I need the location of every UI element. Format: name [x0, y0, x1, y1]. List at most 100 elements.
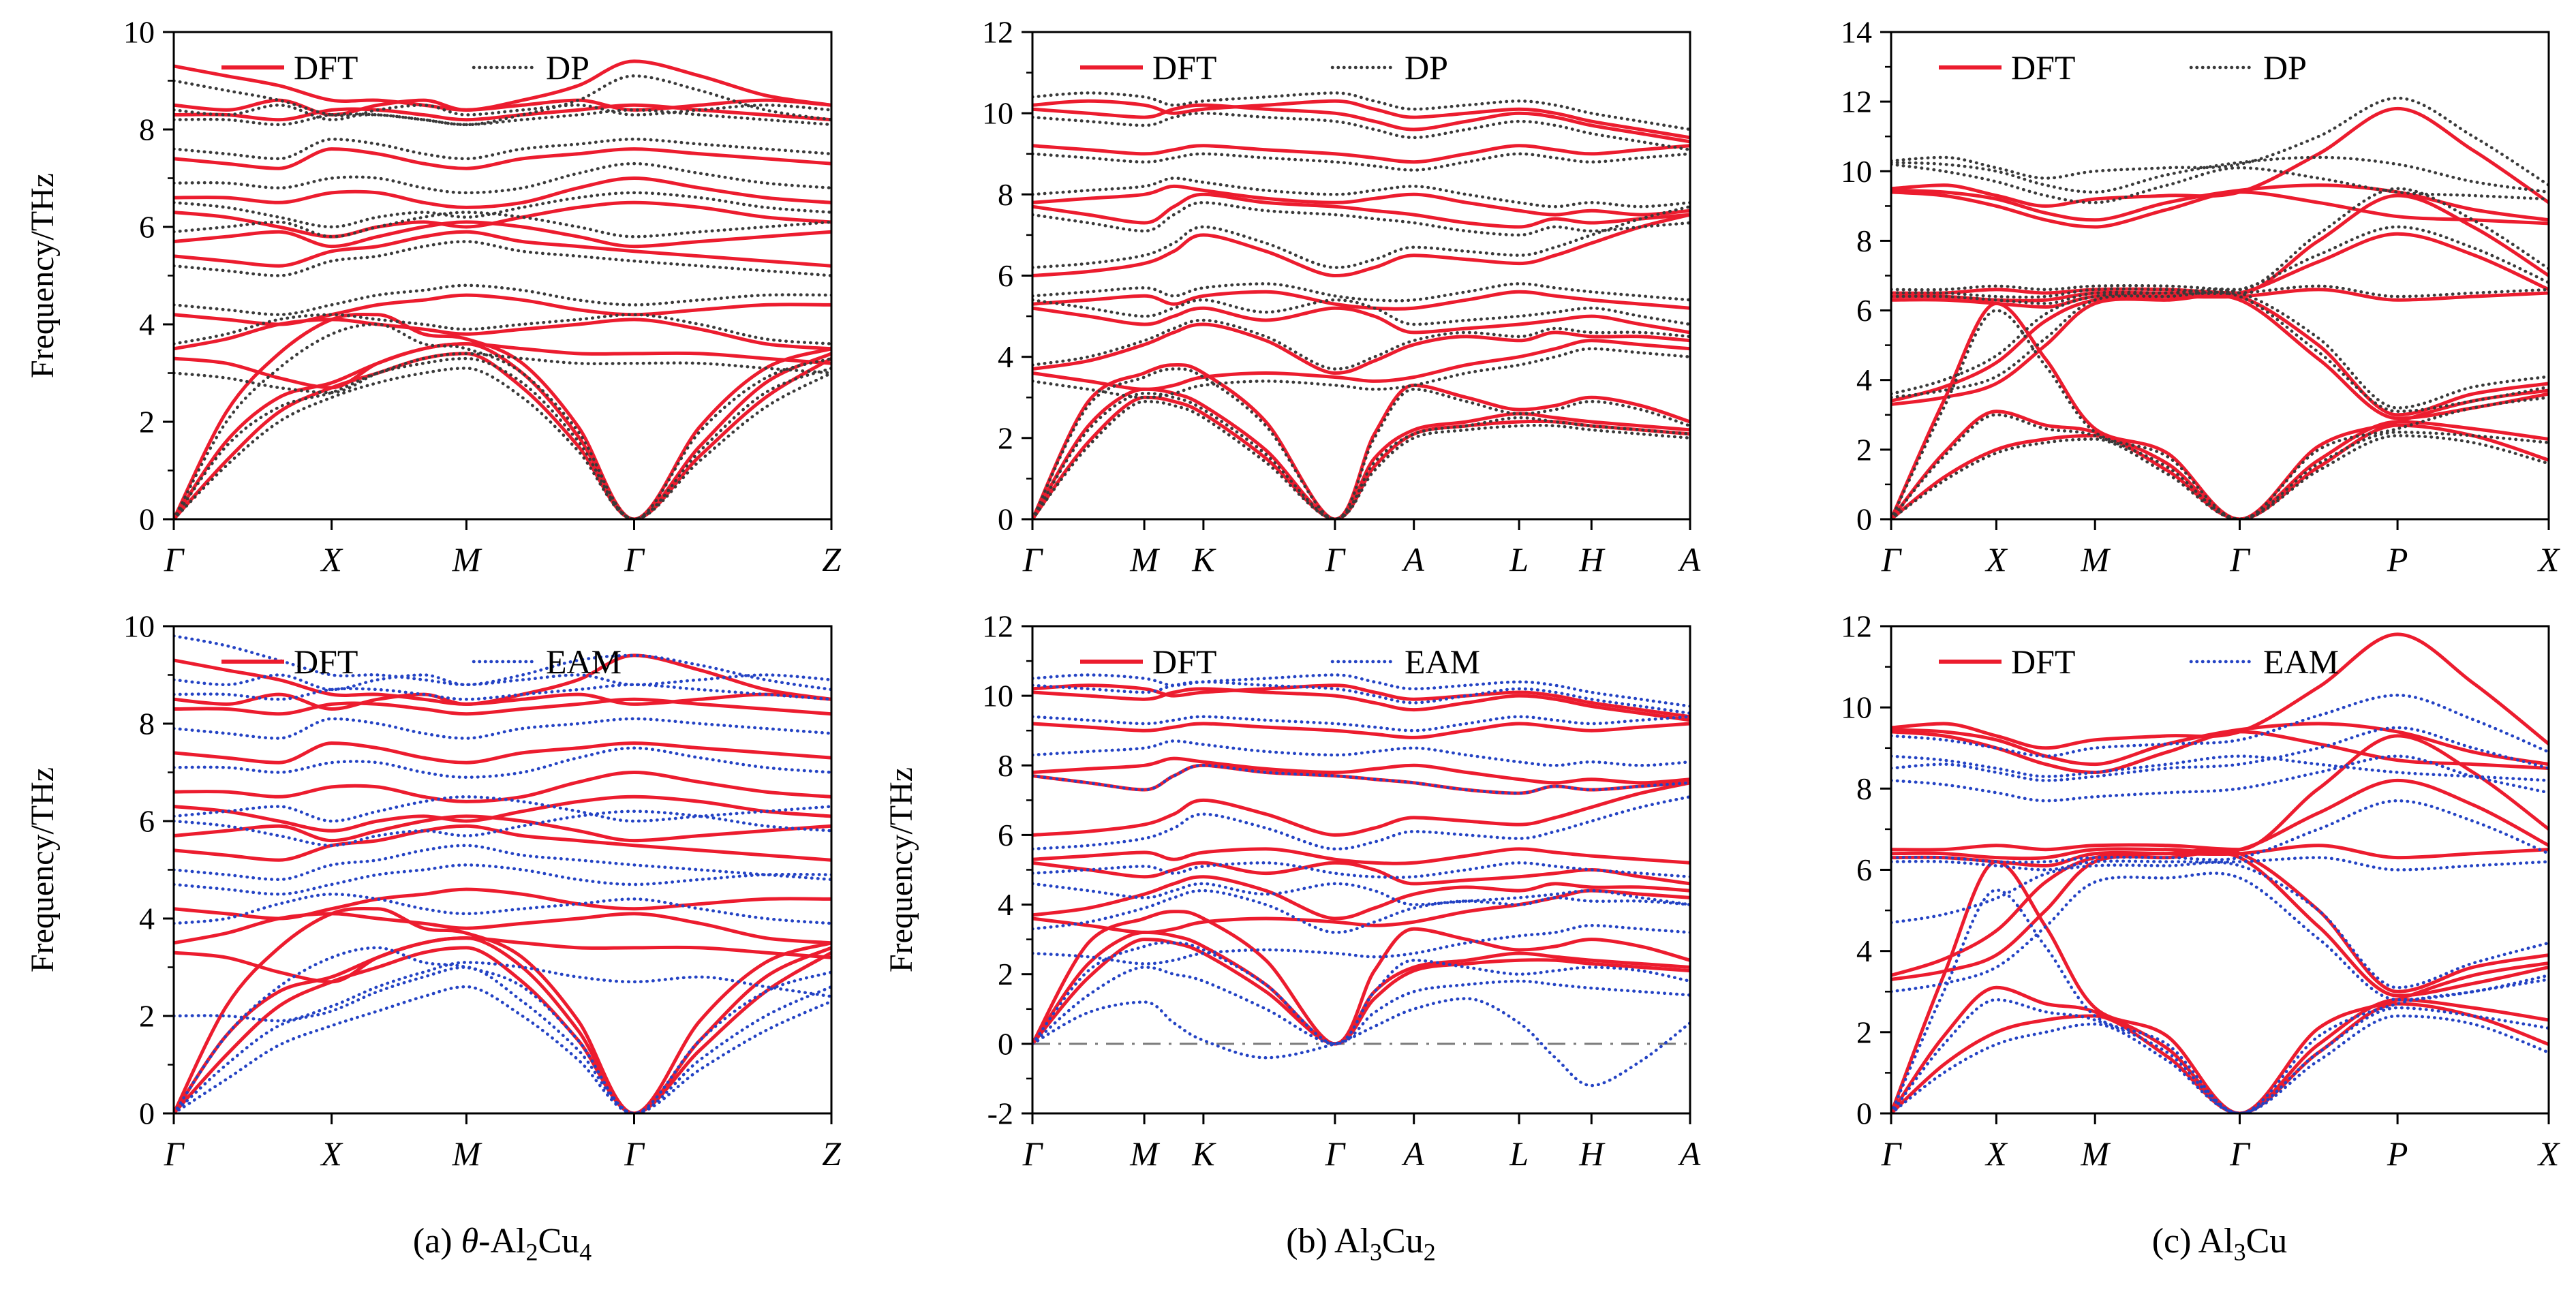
band-dft — [1891, 190, 2549, 229]
plot-frame — [1890, 625, 2550, 1115]
band-dft — [1032, 99, 1690, 140]
y-tick-label: 12 — [982, 15, 1013, 50]
band-dp — [1032, 298, 1690, 326]
y-tick-label: 12 — [1841, 609, 1872, 644]
x-tick-label: X — [1984, 1135, 2008, 1173]
band-dft — [1032, 339, 1690, 391]
band-dft — [174, 770, 831, 803]
band-eam — [174, 966, 831, 1113]
phonon-plot-al3cu-eam: 0 2 4 6 8 10 12 Γ X M Γ P X DFT EAM — [1841, 609, 2561, 1173]
band-dp — [174, 367, 831, 519]
x-tick-label: X — [1984, 540, 2008, 579]
x-tick-label: M — [2080, 540, 2111, 579]
band-eam — [1891, 998, 2549, 1113]
legend-dft-label: DFT — [1152, 48, 1216, 87]
band-dp — [174, 138, 831, 161]
band-dft — [174, 936, 831, 984]
band-dft — [174, 200, 831, 238]
x-tick-label: Z — [822, 1135, 842, 1173]
band-dft — [174, 220, 831, 249]
band-dft — [1891, 778, 2549, 861]
band-dft — [1032, 387, 1690, 519]
panel-a-dft-vs-dp: 0 2 4 6 8 10 Γ X M Γ Z Frequency/THz DFT DP — [0, 8, 859, 602]
phonon-plot-al3cu-dp: 0 2 4 6 8 10 12 14 Γ X M Γ P X DFT DP — [1841, 15, 2561, 579]
band-dp — [1032, 204, 1690, 269]
y-tick-label: 2 — [1856, 432, 1872, 467]
band-dft — [1891, 847, 2549, 993]
band-dft — [174, 342, 831, 519]
band-dft — [174, 741, 831, 765]
x-tick-label: Γ — [2229, 540, 2251, 579]
band-dft — [174, 824, 831, 862]
y-axis-title: Frequency/THz — [883, 767, 919, 972]
y-tick-label: 4 — [998, 339, 1013, 374]
y-tick-label: 10 — [123, 15, 155, 50]
x-tick-label: P — [2387, 1135, 2408, 1173]
band-eam — [1891, 872, 2549, 1002]
band-dft — [1032, 322, 1690, 375]
band-dp — [1032, 201, 1690, 237]
y-axis-title: Frequency/THz — [25, 173, 61, 378]
y-tick-label: 6 — [998, 818, 1013, 852]
y-tick-label: 0 — [139, 1096, 155, 1131]
band-dp — [174, 74, 831, 127]
band-eam — [1032, 966, 1690, 1046]
band-eam — [174, 634, 831, 692]
band-dft — [1032, 192, 1690, 229]
band-eam — [1891, 799, 2549, 864]
y-tick-label: 0 — [139, 502, 155, 537]
band-dft — [1891, 632, 2549, 750]
band-dp — [174, 313, 831, 345]
band-eam — [1891, 726, 2549, 782]
band-eam — [1891, 694, 2549, 758]
band-dft — [1891, 410, 2549, 519]
band-dft — [1891, 985, 2549, 1113]
legend-dp-label: DP — [2263, 48, 2307, 87]
legend-eam-label: EAM — [1405, 643, 1480, 681]
band-eam — [174, 809, 831, 848]
legend-dp-label: DP — [1405, 48, 1448, 87]
band-dft — [1032, 363, 1690, 519]
panel-b-dft-vs-dp: 0 2 4 6 8 10 12 Γ M K Γ A L H A DFT DP — [859, 8, 1717, 602]
band-dft — [174, 697, 831, 716]
phonon-plot-al2cu4-dp: 0 2 4 6 8 10 Γ X M Γ Z Frequency/THz DFT DP — [25, 15, 842, 579]
y-tick-label: 10 — [982, 96, 1013, 131]
plot-frame — [1890, 31, 2550, 521]
band-dft — [1032, 875, 1690, 921]
x-tick-label: Γ — [1022, 540, 1044, 579]
band-eam — [1032, 882, 1690, 906]
y-tick-label: 12 — [982, 609, 1013, 644]
x-tick-label: Γ — [164, 1135, 185, 1173]
bands-dp — [1032, 91, 1690, 519]
band-eam — [1032, 861, 1690, 879]
band-dft — [1032, 938, 1690, 1046]
band-dft — [1032, 861, 1690, 886]
band-dp — [1032, 282, 1690, 303]
x-tick-label: X — [2537, 1135, 2561, 1173]
band-dp — [174, 104, 831, 121]
band-dft — [174, 176, 831, 209]
band-dft — [1032, 683, 1690, 719]
y-tick-label: 6 — [139, 210, 155, 245]
x-tick-label: K — [1191, 1135, 1216, 1173]
band-eam — [174, 985, 831, 1113]
x-tick-label: A — [1401, 1135, 1424, 1173]
band-dp — [1032, 399, 1690, 519]
x-tick-label: A — [1678, 1135, 1701, 1173]
panel-a-dft-vs-eam: 0 2 4 6 8 10 Γ X M Γ Z Frequency/THz DFT EAM — [0, 602, 859, 1197]
y-tick-label: 2 — [1856, 1015, 1872, 1049]
legend-eam-label: EAM — [546, 643, 622, 681]
legend-dft-label: DFT — [2011, 48, 2075, 87]
band-eam — [1032, 941, 1690, 1046]
y-tick-label: 6 — [139, 804, 155, 839]
band-eam — [1032, 715, 1690, 732]
band-dp — [1891, 434, 2549, 519]
legend-eam-label: EAM — [2263, 643, 2339, 681]
y-tick-label: 4 — [1856, 934, 1872, 968]
band-dft — [174, 293, 831, 326]
phonon-plot-al3cu2-eam: -2 0 2 4 6 8 10 12 Γ M K Γ A L H A Frequency/THz DFT EAM — [883, 609, 1701, 1173]
legend-dft-label: DFT — [1152, 643, 1216, 681]
y-tick-label: 10 — [1841, 690, 1872, 725]
bands-dp — [174, 74, 831, 519]
x-tick-label: A — [1678, 540, 1701, 579]
